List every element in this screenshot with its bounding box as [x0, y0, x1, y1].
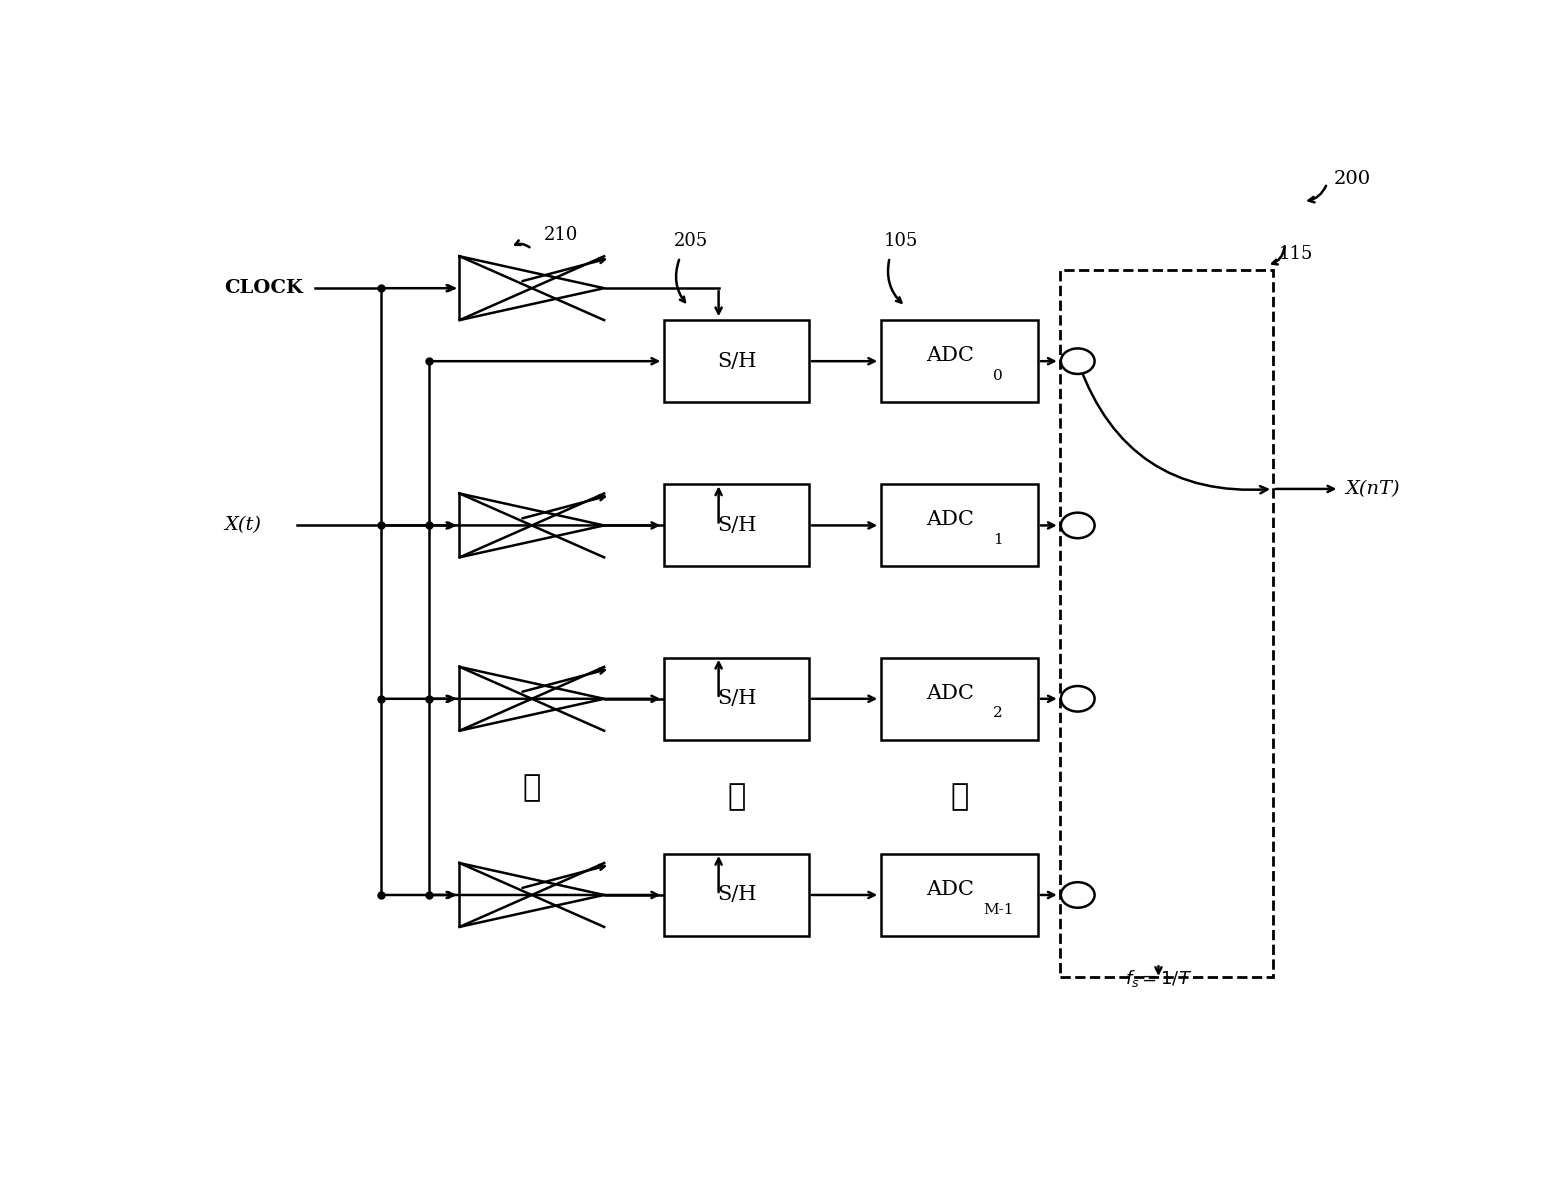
Text: 115: 115: [1278, 244, 1314, 263]
Text: S/H: S/H: [717, 885, 756, 904]
Circle shape: [1061, 686, 1095, 711]
Bar: [664, 854, 809, 936]
Text: 200: 200: [1333, 169, 1370, 187]
Circle shape: [1061, 513, 1095, 538]
Text: 2: 2: [994, 706, 1003, 720]
Bar: [664, 658, 809, 739]
Circle shape: [1061, 348, 1095, 374]
Text: S/H: S/H: [717, 690, 756, 709]
Text: 205: 205: [673, 232, 708, 250]
Bar: [882, 658, 1039, 739]
Bar: [882, 485, 1039, 566]
Text: X(t): X(t): [224, 517, 261, 534]
Text: ADC: ADC: [927, 684, 973, 703]
Text: CLOCK: CLOCK: [224, 280, 303, 297]
Text: ADC: ADC: [927, 880, 973, 899]
Text: ⋮: ⋮: [728, 781, 746, 813]
Text: 210: 210: [544, 226, 578, 244]
Bar: [664, 485, 809, 566]
Text: 1: 1: [994, 533, 1003, 547]
Bar: [664, 320, 809, 402]
Bar: [882, 320, 1039, 402]
Text: X(nT): X(nT): [1345, 480, 1400, 498]
Text: ADC: ADC: [927, 511, 973, 530]
Text: S/H: S/H: [717, 515, 756, 534]
Text: $f_s=1/T$: $f_s=1/T$: [1124, 968, 1193, 989]
Bar: [882, 854, 1039, 936]
Text: 105: 105: [883, 232, 917, 250]
Text: ⋮: ⋮: [950, 781, 969, 813]
Text: ADC: ADC: [927, 346, 973, 365]
Text: S/H: S/H: [717, 352, 756, 371]
Bar: [1059, 270, 1274, 978]
Text: 0: 0: [994, 369, 1003, 383]
Text: ⋮: ⋮: [522, 773, 541, 803]
Text: M-1: M-1: [983, 903, 1014, 916]
Circle shape: [1061, 882, 1095, 908]
